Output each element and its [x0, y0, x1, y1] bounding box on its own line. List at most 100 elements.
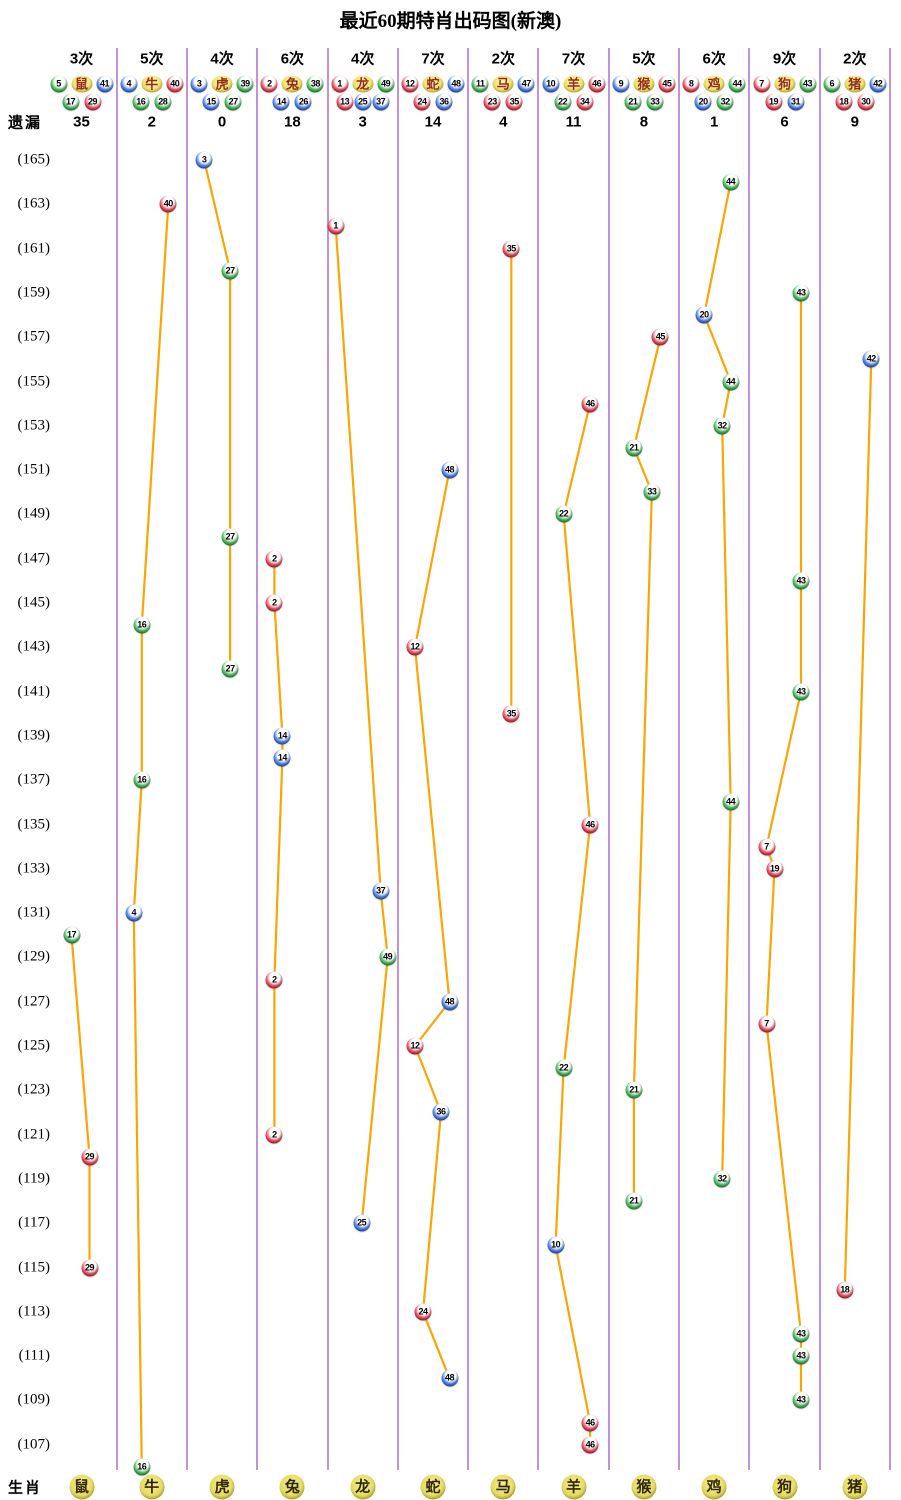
chart-ball: 43 — [792, 1325, 810, 1343]
axis-period-label: (133) — [17, 860, 51, 877]
bottom-zodiac-circle: 羊 — [561, 1474, 587, 1500]
axis-period-label: (153) — [17, 417, 51, 434]
column-separator — [185, 48, 188, 1470]
zodiac-name-ball: 蛇 — [422, 75, 444, 93]
header-ball: 11 — [471, 75, 489, 93]
header-ball: 25 — [354, 93, 372, 111]
header-ball: 23 — [483, 93, 501, 111]
zodiac-name-ball: 猪 — [844, 75, 866, 93]
column-separator — [396, 48, 399, 1470]
zodiac-name-ball: 羊 — [563, 75, 585, 93]
header-ball: 46 — [588, 75, 606, 93]
chart-ball: 27 — [221, 262, 239, 280]
chart-ball: 17 — [63, 926, 80, 944]
chart-ball: 21 — [625, 1081, 643, 1099]
zodiac-row-label: 生肖 — [8, 1480, 43, 1497]
column-count-label: 4次 — [351, 50, 375, 68]
header-ball: 47 — [517, 75, 535, 93]
chart-ball: 32 — [713, 417, 731, 435]
zodiac-name-ball: 鸡 — [703, 75, 725, 93]
zodiac-name-ball: 狗 — [774, 75, 795, 93]
column-count-label: 7次 — [561, 50, 586, 68]
bottom-zodiac-circle: 蛇 — [420, 1474, 446, 1500]
column-miss-count: 2 — [147, 113, 156, 131]
chart-ball: 48 — [441, 461, 458, 479]
header-ball: 16 — [132, 93, 150, 111]
axis-period-label: (151) — [17, 461, 51, 478]
trend-line — [632, 336, 662, 1201]
header-ball: 7 — [753, 75, 770, 93]
column-count-label: 4次 — [210, 50, 234, 68]
chart-ball: 2 — [265, 1126, 283, 1144]
chart-ball: 42 — [862, 350, 880, 368]
header-ball: 20 — [694, 93, 712, 111]
header-ball: 34 — [576, 93, 594, 111]
axis-period-label: (113) — [18, 1303, 50, 1320]
chart-ball: 12 — [406, 638, 424, 656]
chart-ball: 40 — [159, 195, 177, 213]
column-miss-count: 4 — [499, 113, 508, 131]
axis-period-label: (125) — [17, 1037, 51, 1054]
bottom-zodiac-circle: 兔 — [279, 1474, 305, 1500]
header-ball: 40 — [166, 75, 184, 93]
header-ball: 8 — [682, 75, 700, 93]
trend-line — [334, 226, 389, 1224]
chart-ball: 37 — [372, 882, 390, 900]
column-separator — [537, 48, 540, 1470]
zodiac-name-ball: 牛 — [141, 75, 163, 93]
column-count-label: 3次 — [69, 50, 94, 68]
chart-ball: 18 — [836, 1281, 854, 1299]
chart-ball: 2 — [265, 550, 283, 568]
column-separator — [467, 48, 470, 1470]
chart-ball: 43 — [792, 572, 810, 590]
header-ball: 13 — [336, 93, 354, 111]
header-ball: 42 — [869, 75, 887, 93]
header-ball: 36 — [435, 93, 453, 111]
column-count-label: 7次 — [421, 50, 445, 68]
chart-ball: 25 — [353, 1214, 371, 1232]
header-ball: 28 — [154, 93, 172, 111]
axis-period-label: (149) — [17, 505, 51, 522]
header-ball: 3 — [190, 75, 208, 93]
header-ball: 24 — [413, 93, 431, 111]
header-ball: 35 — [505, 93, 523, 111]
chart-ball: 45 — [651, 328, 669, 346]
trend-line — [554, 403, 592, 1445]
axis-period-label: (123) — [17, 1081, 51, 1098]
chart-ball: 49 — [379, 948, 397, 966]
header-ball: 12 — [401, 75, 419, 93]
chart-ball: 48 — [441, 1369, 458, 1387]
miss-row-label: 遗漏 — [8, 115, 43, 132]
bottom-zodiac-circle: 鸡 — [701, 1474, 727, 1500]
chart-ball: 46 — [581, 816, 599, 833]
header-ball: 5 — [50, 75, 67, 93]
axis-period-label: (143) — [17, 638, 51, 655]
axis-period-label: (115) — [18, 1259, 50, 1275]
column-count-label: 6次 — [280, 50, 305, 68]
axis-period-label: (145) — [17, 594, 51, 611]
zodiac-name-ball: 鼠 — [71, 75, 92, 93]
axis-period-label: (127) — [17, 993, 51, 1010]
header-ball: 45 — [658, 75, 676, 93]
trend-line — [70, 935, 91, 1268]
header-ball: 41 — [96, 75, 113, 93]
chart-ball: 10 — [547, 1236, 565, 1254]
chart-ball: 14 — [273, 749, 291, 767]
chart-ball: 29 — [81, 1259, 98, 1276]
header-ball: 6 — [823, 75, 841, 93]
chart-ball: 44 — [722, 173, 740, 191]
column-separator — [607, 48, 610, 1470]
zodiac-name-ball: 龙 — [352, 75, 374, 93]
chart-ball: 16 — [133, 1458, 151, 1476]
chart-ball: 4 — [125, 904, 143, 922]
column-miss-count: 0 — [217, 113, 227, 131]
chart-ball: 27 — [221, 528, 239, 546]
header-ball: 2 — [260, 75, 278, 93]
header-ball: 21 — [624, 93, 642, 111]
column-count-label: 9次 — [772, 50, 797, 68]
header-ball: 37 — [372, 93, 390, 111]
header-ball: 32 — [716, 93, 734, 111]
trend-line — [132, 204, 170, 1467]
chart-ball: 43 — [792, 683, 810, 701]
